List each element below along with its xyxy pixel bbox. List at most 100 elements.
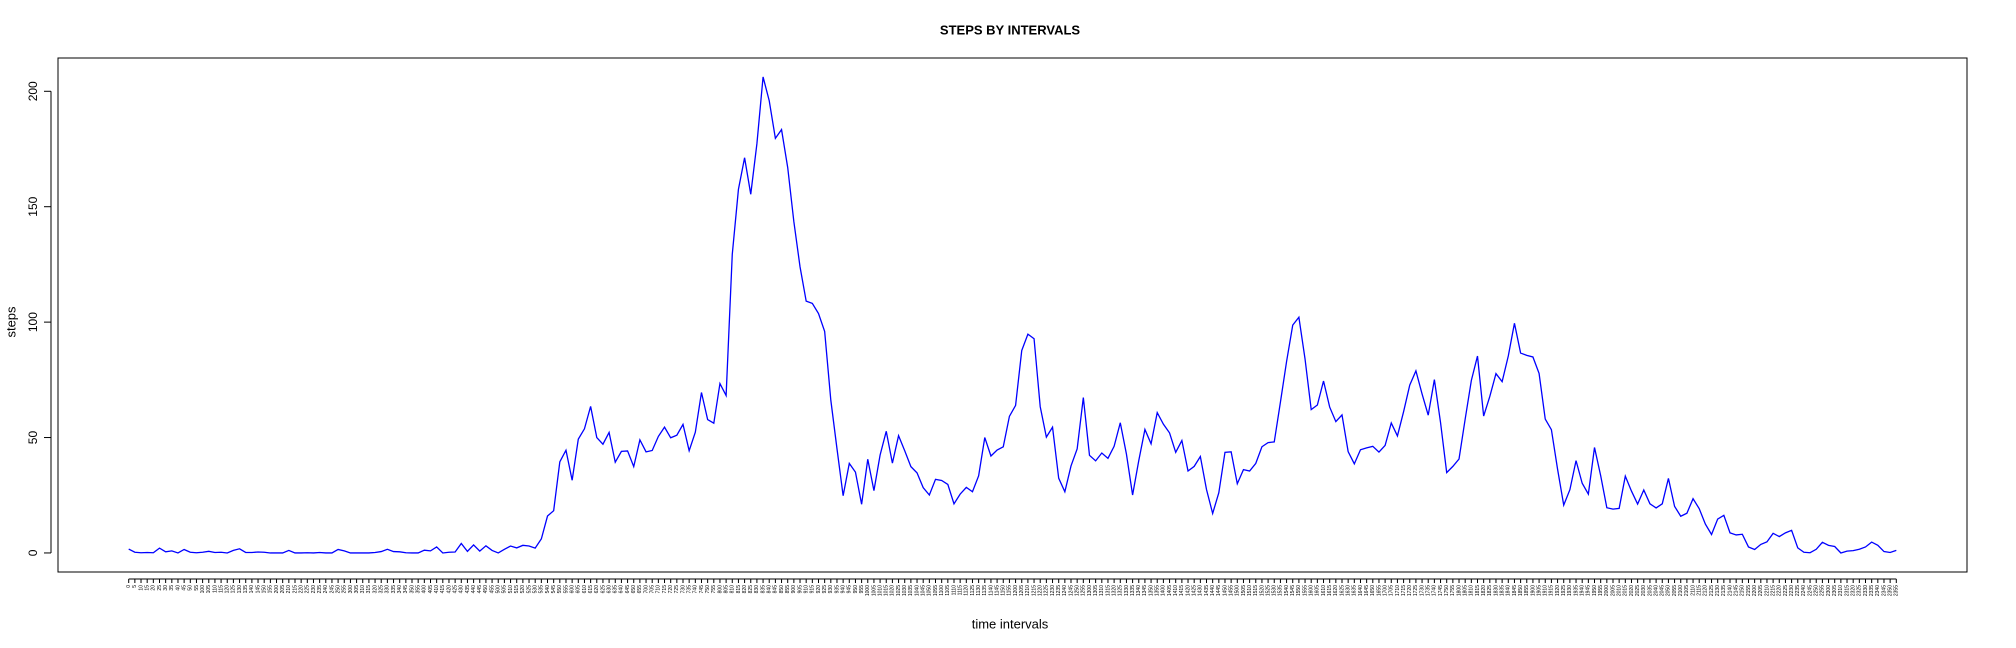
x-tick-label: 1110 xyxy=(951,585,957,596)
x-tick-label: 340 xyxy=(397,585,403,594)
x-tick-label: 2310 xyxy=(1838,585,1844,596)
x-tick-label: 1655 xyxy=(1376,585,1382,596)
x-tick-label: 2225 xyxy=(1783,585,1789,596)
x-tick-label: 1455 xyxy=(1228,585,1234,596)
x-tick-label: 15 xyxy=(145,585,151,591)
x-tick-label: 2315 xyxy=(1844,585,1850,596)
x-tick-label: 2130 xyxy=(1715,585,1721,596)
x-tick-label: 1245 xyxy=(1068,585,1074,596)
x-tick-label: 1645 xyxy=(1364,585,1370,596)
x-tick-label: 2220 xyxy=(1777,585,1783,596)
x-tick-label: 2125 xyxy=(1709,585,1715,596)
x-tick-label: 2020 xyxy=(1629,585,1635,596)
x-tick-label: 1250 xyxy=(1074,585,1080,596)
x-tick-label: 605 xyxy=(576,585,582,594)
x-tick-label: 1045 xyxy=(921,585,927,596)
x-tick-label: 1050 xyxy=(927,585,933,596)
x-tick-label: 1400 xyxy=(1161,585,1167,596)
x-tick-label: 2100 xyxy=(1678,585,1684,596)
x-tick-label: 2340 xyxy=(1875,585,1881,596)
x-tick-label: 445 xyxy=(477,585,483,594)
x-tick-label: 835 xyxy=(760,585,766,594)
x-tick-label: 245 xyxy=(329,585,335,594)
x-tick-label: 600 xyxy=(569,585,575,594)
x-tick-label: 1055 xyxy=(933,585,939,596)
x-tick-label: 1950 xyxy=(1592,585,1598,596)
x-tick-label: 1545 xyxy=(1290,585,1296,596)
x-tick-label: 2140 xyxy=(1727,585,1733,596)
x-tick-label: 415 xyxy=(440,585,446,594)
x-tick-label: 1225 xyxy=(1044,585,1050,596)
x-tick-label: 1540 xyxy=(1284,585,1290,596)
x-tick-label: 735 xyxy=(686,585,692,594)
x-tick-label: 820 xyxy=(742,585,748,594)
x-tick-label: 1205 xyxy=(1019,585,1025,596)
x-tick-label: 330 xyxy=(385,585,391,594)
x-tick-label: 1435 xyxy=(1204,585,1210,596)
x-tick-label: 1215 xyxy=(1031,585,1037,596)
x-tick-label: 1755 xyxy=(1450,585,1456,596)
x-tick-label: 1220 xyxy=(1038,585,1044,596)
x-tick-label: 1405 xyxy=(1167,585,1173,596)
x-tick-label: 355 xyxy=(415,585,421,594)
x-tick-label: 1615 xyxy=(1327,585,1333,596)
x-tick-label: 50 xyxy=(188,585,194,591)
x-tick-label: 900 xyxy=(791,585,797,594)
x-tick-label: 2120 xyxy=(1703,585,1709,596)
x-tick-label: 1830 xyxy=(1493,585,1499,596)
x-tick-label: 1945 xyxy=(1586,585,1592,596)
x-tick-label: 1925 xyxy=(1561,585,1567,596)
x-tick-label: 930 xyxy=(828,585,834,594)
x-tick-label: 2015 xyxy=(1623,585,1629,596)
x-tick-label: 425 xyxy=(452,585,458,594)
x-tick-label: 830 xyxy=(754,585,760,594)
x-tick-label: 1235 xyxy=(1056,585,1062,596)
x-tick-label: 2320 xyxy=(1851,585,1857,596)
x-tick-label: 2235 xyxy=(1795,585,1801,596)
x-tick-label: 2030 xyxy=(1641,585,1647,596)
x-tick-label: 1420 xyxy=(1185,585,1191,596)
x-tick-label: 1005 xyxy=(871,585,877,596)
x-tick-label: 2330 xyxy=(1863,585,1869,596)
x-tick-label: 730 xyxy=(680,585,686,594)
x-tick-label: 810 xyxy=(730,585,736,594)
x-tick-label: 1525 xyxy=(1265,585,1271,596)
x-tick-label: 1410 xyxy=(1173,585,1179,596)
x-tick-label: 2035 xyxy=(1647,585,1653,596)
x-tick-label: 1915 xyxy=(1549,585,1555,596)
x-tick-label: 1725 xyxy=(1413,585,1419,596)
x-tick-label: 610 xyxy=(582,585,588,594)
x-tick-label: 525 xyxy=(526,585,532,594)
x-tick-label: 5 xyxy=(132,585,138,588)
x-tick-label: 1105 xyxy=(945,585,951,596)
x-tick-label: 720 xyxy=(668,585,674,594)
x-tick-label: 1835 xyxy=(1499,585,1505,596)
x-tick-label: 2040 xyxy=(1653,585,1659,596)
x-tick-label: 1430 xyxy=(1198,585,1204,596)
x-tick-label: 1550 xyxy=(1296,585,1302,596)
y-tick-label: 0 xyxy=(26,549,40,556)
x-tick-label: 630 xyxy=(606,585,612,594)
x-tick-label: 640 xyxy=(619,585,625,594)
x-tick-label: 620 xyxy=(594,585,600,594)
x-tick-label: 2230 xyxy=(1789,585,1795,596)
x-tick-label: 845 xyxy=(773,585,779,594)
x-tick-label: 1745 xyxy=(1438,585,1444,596)
x-tick-label: 155 xyxy=(268,585,274,594)
x-tick-label: 205 xyxy=(280,585,286,594)
x-tick-label: 1640 xyxy=(1358,585,1364,596)
x-axis-label: time intervals xyxy=(972,616,1049,631)
x-tick-label: 135 xyxy=(243,585,249,594)
x-tick-label: 1035 xyxy=(908,585,914,596)
x-tick-label: 1255 xyxy=(1081,585,1087,596)
x-tick-label: 1530 xyxy=(1272,585,1278,596)
x-tick-label: 635 xyxy=(613,585,619,594)
x-tick-label: 1910 xyxy=(1543,585,1549,596)
x-tick-label: 225 xyxy=(305,585,311,594)
x-tick-label: 1300 xyxy=(1087,585,1093,596)
x-tick-label: 555 xyxy=(563,585,569,594)
x-tick-label: 115 xyxy=(218,585,224,593)
x-tick-label: 1630 xyxy=(1345,585,1351,596)
x-tick-label: 325 xyxy=(379,585,385,594)
